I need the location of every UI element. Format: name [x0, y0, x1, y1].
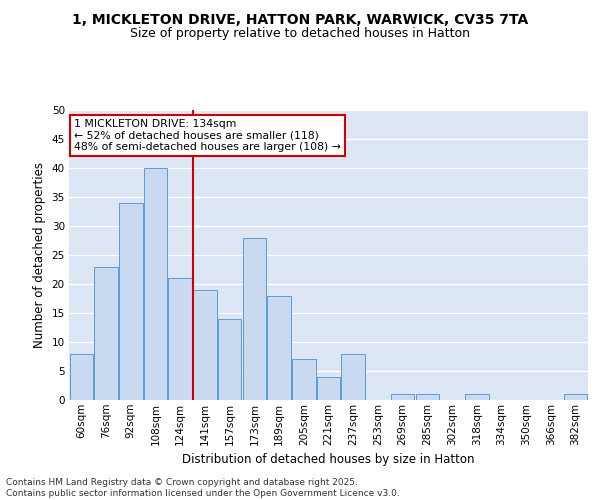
Bar [317, 377, 340, 400]
X-axis label: Distribution of detached houses by size in Hatton: Distribution of detached houses by size … [182, 453, 475, 466]
Text: Size of property relative to detached houses in Hatton: Size of property relative to detached ho… [130, 28, 470, 40]
Text: Contains HM Land Registry data © Crown copyright and database right 2025.
Contai: Contains HM Land Registry data © Crown c… [6, 478, 400, 498]
Text: 1 MICKLETON DRIVE: 134sqm
← 52% of detached houses are smaller (118)
48% of semi: 1 MICKLETON DRIVE: 134sqm ← 52% of detac… [74, 118, 341, 152]
Bar [391, 394, 415, 400]
Bar [119, 203, 143, 400]
Bar [94, 266, 118, 400]
Bar [218, 319, 241, 400]
Y-axis label: Number of detached properties: Number of detached properties [33, 162, 46, 348]
Bar [465, 394, 488, 400]
Bar [564, 394, 587, 400]
Bar [341, 354, 365, 400]
Bar [292, 360, 316, 400]
Bar [268, 296, 291, 400]
Text: 1, MICKLETON DRIVE, HATTON PARK, WARWICK, CV35 7TA: 1, MICKLETON DRIVE, HATTON PARK, WARWICK… [72, 12, 528, 26]
Bar [193, 290, 217, 400]
Bar [416, 394, 439, 400]
Bar [144, 168, 167, 400]
Bar [70, 354, 93, 400]
Bar [242, 238, 266, 400]
Bar [169, 278, 192, 400]
